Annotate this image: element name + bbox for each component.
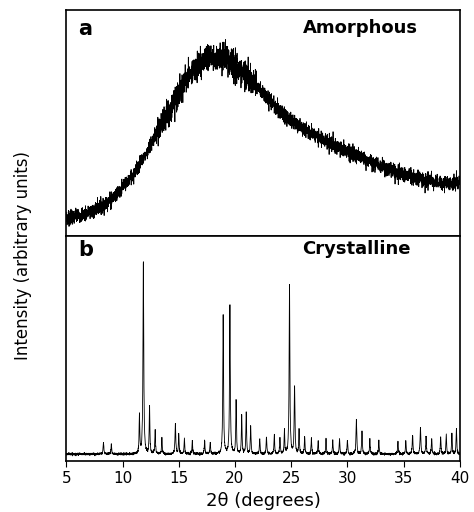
Text: b: b [78, 240, 93, 260]
Text: Intensity (arbitrary units): Intensity (arbitrary units) [14, 152, 32, 360]
Text: a: a [78, 19, 92, 39]
Text: Crystalline: Crystalline [302, 240, 411, 258]
Text: Amorphous: Amorphous [302, 19, 418, 37]
X-axis label: 2θ (degrees): 2θ (degrees) [206, 492, 320, 510]
